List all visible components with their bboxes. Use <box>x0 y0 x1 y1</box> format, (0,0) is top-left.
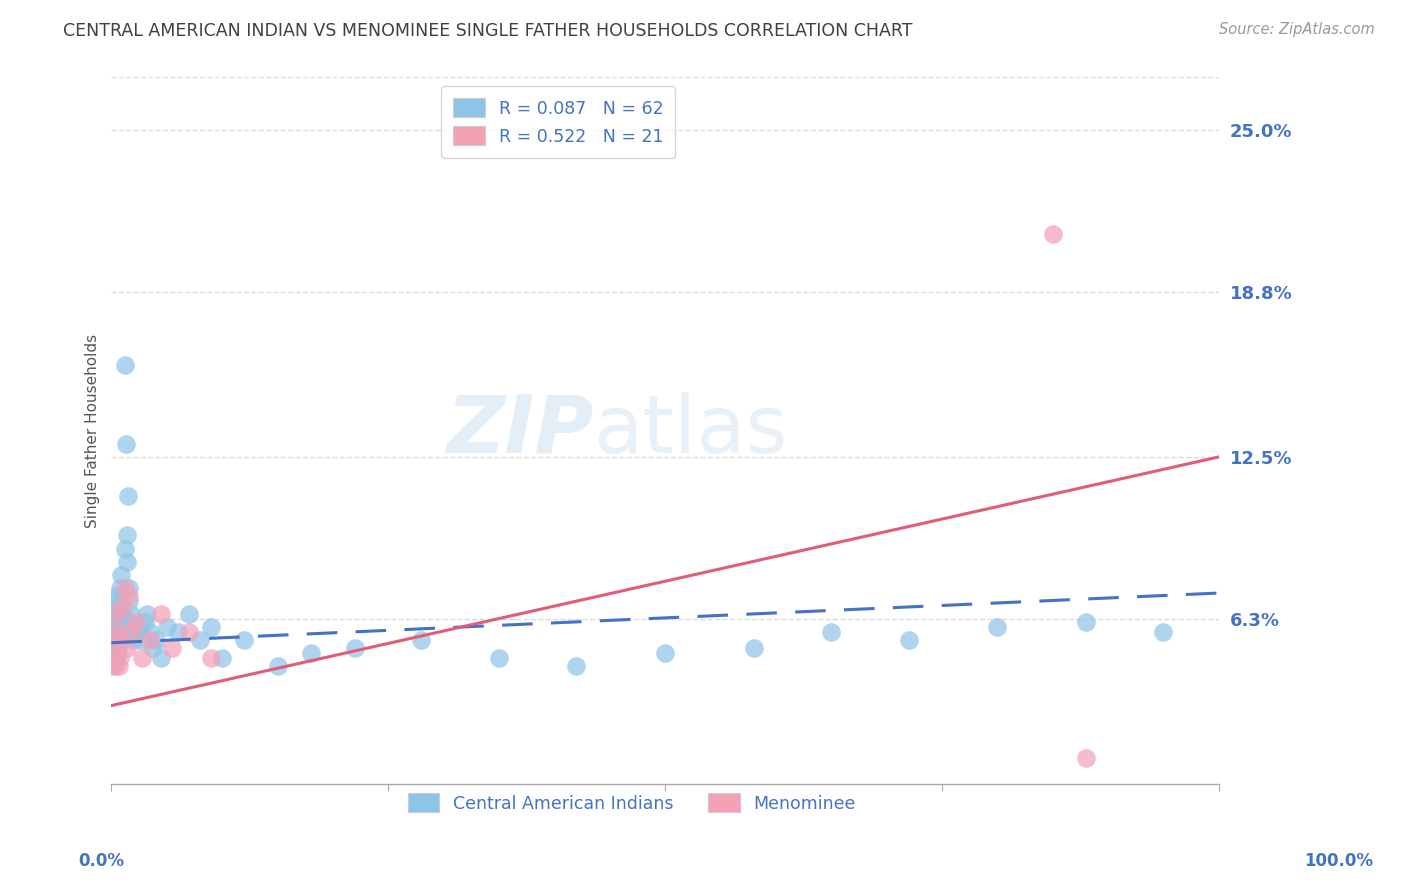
Point <box>233 633 256 648</box>
Legend: Central American Indians, Menominee: Central American Indians, Menominee <box>395 781 868 825</box>
Point <box>104 594 127 608</box>
Point <box>104 625 127 640</box>
Point <box>110 633 132 648</box>
Point <box>107 640 129 655</box>
Point <box>166 625 188 640</box>
Point <box>142 640 165 655</box>
Point <box>115 640 138 655</box>
Point <box>145 633 167 648</box>
Point <box>411 633 433 648</box>
Point <box>104 633 127 648</box>
Point <box>104 607 127 621</box>
Point <box>139 625 162 640</box>
Point <box>200 651 222 665</box>
Point <box>105 646 128 660</box>
Point <box>108 659 131 673</box>
Point <box>125 625 148 640</box>
Point <box>111 599 134 613</box>
Point <box>118 581 141 595</box>
Point <box>266 659 288 673</box>
Text: 100.0%: 100.0% <box>1303 852 1374 870</box>
Point <box>128 620 150 634</box>
Text: 0.0%: 0.0% <box>79 852 124 870</box>
Text: atlas: atlas <box>593 392 787 470</box>
Point <box>131 651 153 665</box>
Point <box>115 555 138 569</box>
Point <box>114 359 136 373</box>
Point <box>110 607 132 621</box>
Point <box>110 651 132 665</box>
Point <box>299 646 322 660</box>
Point <box>177 625 200 640</box>
Point <box>114 581 136 595</box>
Point <box>488 651 510 665</box>
Point <box>134 615 156 629</box>
Point <box>820 625 842 640</box>
Point <box>103 646 125 660</box>
Point <box>110 581 132 595</box>
Point <box>104 659 127 673</box>
Point <box>104 620 127 634</box>
Point <box>101 659 124 673</box>
Point <box>150 651 173 665</box>
Point <box>986 620 1008 634</box>
Point <box>211 651 233 665</box>
Point <box>118 589 141 603</box>
Point <box>105 607 128 621</box>
Point <box>110 567 132 582</box>
Point <box>156 620 179 634</box>
Text: Source: ZipAtlas.com: Source: ZipAtlas.com <box>1219 22 1375 37</box>
Point <box>104 589 127 603</box>
Point <box>1152 625 1174 640</box>
Point <box>139 633 162 648</box>
Point <box>120 625 142 640</box>
Point <box>117 489 139 503</box>
Point <box>107 625 129 640</box>
Point <box>114 437 136 451</box>
Point <box>103 633 125 648</box>
Point <box>125 615 148 629</box>
Point <box>131 633 153 648</box>
Point <box>114 541 136 556</box>
Point <box>112 609 135 624</box>
Point <box>108 620 131 634</box>
Point <box>897 633 920 648</box>
Point <box>1042 227 1064 242</box>
Point <box>1074 615 1097 629</box>
Point <box>162 640 184 655</box>
Point <box>344 640 367 655</box>
Text: CENTRAL AMERICAN INDIAN VS MENOMINEE SINGLE FATHER HOUSEHOLDS CORRELATION CHART: CENTRAL AMERICAN INDIAN VS MENOMINEE SIN… <box>63 22 912 40</box>
Point <box>105 615 128 629</box>
Point <box>150 607 173 621</box>
Point <box>122 633 145 648</box>
Point <box>654 646 676 660</box>
Point <box>177 607 200 621</box>
Point <box>107 612 129 626</box>
Point <box>115 528 138 542</box>
Point <box>135 607 157 621</box>
Y-axis label: Single Father Households: Single Father Households <box>86 334 100 528</box>
Point <box>105 633 128 648</box>
Point <box>103 646 125 660</box>
Point <box>120 607 142 621</box>
Point <box>200 620 222 634</box>
Point <box>742 640 765 655</box>
Point <box>108 599 131 613</box>
Text: ZIP: ZIP <box>446 392 593 470</box>
Point <box>107 625 129 640</box>
Point <box>565 659 588 673</box>
Point <box>118 594 141 608</box>
Point <box>111 625 134 640</box>
Point <box>104 651 127 665</box>
Point <box>1074 751 1097 765</box>
Point <box>188 633 211 648</box>
